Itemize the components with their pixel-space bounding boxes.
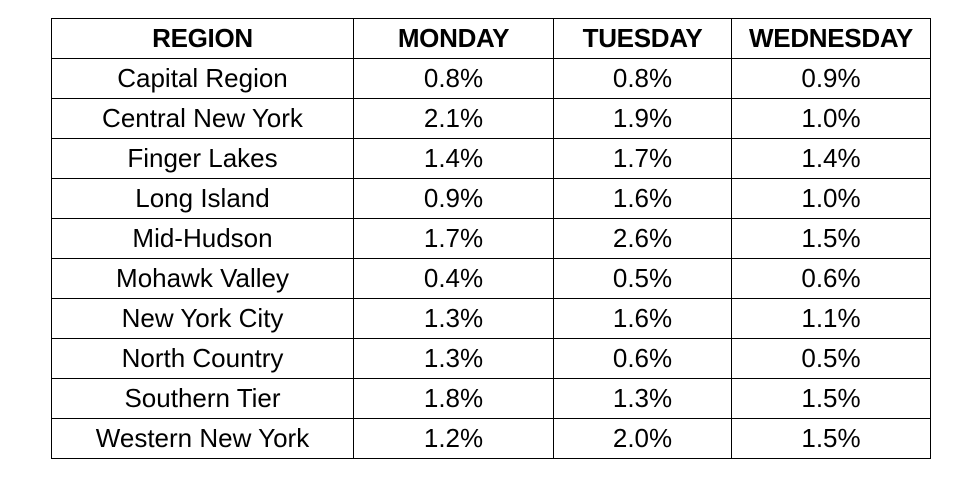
wednesday-cell: 1.4% xyxy=(731,138,931,179)
table-row: Long Island 0.9% 1.6% 1.0% xyxy=(51,178,931,219)
table-row: Southern Tier 1.8% 1.3% 1.5% xyxy=(51,378,931,419)
monday-cell: 0.4% xyxy=(353,258,554,299)
monday-cell: 1.2% xyxy=(353,418,554,459)
wednesday-cell: 1.5% xyxy=(731,418,931,459)
header-monday: MONDAY xyxy=(353,18,554,59)
wednesday-cell: 1.0% xyxy=(731,98,931,139)
tuesday-cell: 1.6% xyxy=(553,298,732,339)
table-row: Mid-Hudson 1.7% 2.6% 1.5% xyxy=(51,218,931,259)
header-row: REGION MONDAY TUESDAY WEDNESDAY xyxy=(51,18,931,59)
wednesday-cell: 0.9% xyxy=(731,58,931,99)
tuesday-cell: 0.6% xyxy=(553,338,732,379)
monday-cell: 1.4% xyxy=(353,138,554,179)
wednesday-cell: 1.5% xyxy=(731,218,931,259)
table-row: Western New York 1.2% 2.0% 1.5% xyxy=(51,418,931,459)
tuesday-cell: 0.5% xyxy=(553,258,732,299)
region-positivity-table: REGION MONDAY TUESDAY WEDNESDAY Capital … xyxy=(51,18,931,459)
wednesday-cell: 0.5% xyxy=(731,338,931,379)
header-tuesday: TUESDAY xyxy=(553,18,732,59)
tuesday-cell: 1.7% xyxy=(553,138,732,179)
region-cell: Central New York xyxy=(51,98,354,139)
tuesday-cell: 2.6% xyxy=(553,218,732,259)
tuesday-cell: 0.8% xyxy=(553,58,732,99)
region-cell: Finger Lakes xyxy=(51,138,354,179)
monday-cell: 1.3% xyxy=(353,298,554,339)
wednesday-cell: 0.6% xyxy=(731,258,931,299)
region-cell: Long Island xyxy=(51,178,354,219)
monday-cell: 1.8% xyxy=(353,378,554,419)
region-cell: Mid-Hudson xyxy=(51,218,354,259)
monday-cell: 1.3% xyxy=(353,338,554,379)
region-cell: Capital Region xyxy=(51,58,354,99)
monday-cell: 1.7% xyxy=(353,218,554,259)
region-cell: New York City xyxy=(51,298,354,339)
table-row: North Country 1.3% 0.6% 0.5% xyxy=(51,338,931,379)
region-cell: North Country xyxy=(51,338,354,379)
tuesday-cell: 1.9% xyxy=(553,98,732,139)
monday-cell: 0.8% xyxy=(353,58,554,99)
region-cell: Southern Tier xyxy=(51,378,354,419)
tuesday-cell: 1.3% xyxy=(553,378,732,419)
wednesday-cell: 1.5% xyxy=(731,378,931,419)
table-row: Mohawk Valley 0.4% 0.5% 0.6% xyxy=(51,258,931,299)
region-cell: Mohawk Valley xyxy=(51,258,354,299)
header-region: REGION xyxy=(51,18,354,59)
tuesday-cell: 2.0% xyxy=(553,418,732,459)
table-row: Capital Region 0.8% 0.8% 0.9% xyxy=(51,58,931,99)
region-cell: Western New York xyxy=(51,418,354,459)
wednesday-cell: 1.1% xyxy=(731,298,931,339)
header-wednesday: WEDNESDAY xyxy=(731,18,931,59)
table-row: Central New York 2.1% 1.9% 1.0% xyxy=(51,98,931,139)
tuesday-cell: 1.6% xyxy=(553,178,732,219)
table-row: Finger Lakes 1.4% 1.7% 1.4% xyxy=(51,138,931,179)
wednesday-cell: 1.0% xyxy=(731,178,931,219)
monday-cell: 2.1% xyxy=(353,98,554,139)
monday-cell: 0.9% xyxy=(353,178,554,219)
table-body: Capital Region 0.8% 0.8% 0.9% Central Ne… xyxy=(51,58,931,459)
table-header: REGION MONDAY TUESDAY WEDNESDAY xyxy=(51,18,931,59)
table-row: New York City 1.3% 1.6% 1.1% xyxy=(51,298,931,339)
